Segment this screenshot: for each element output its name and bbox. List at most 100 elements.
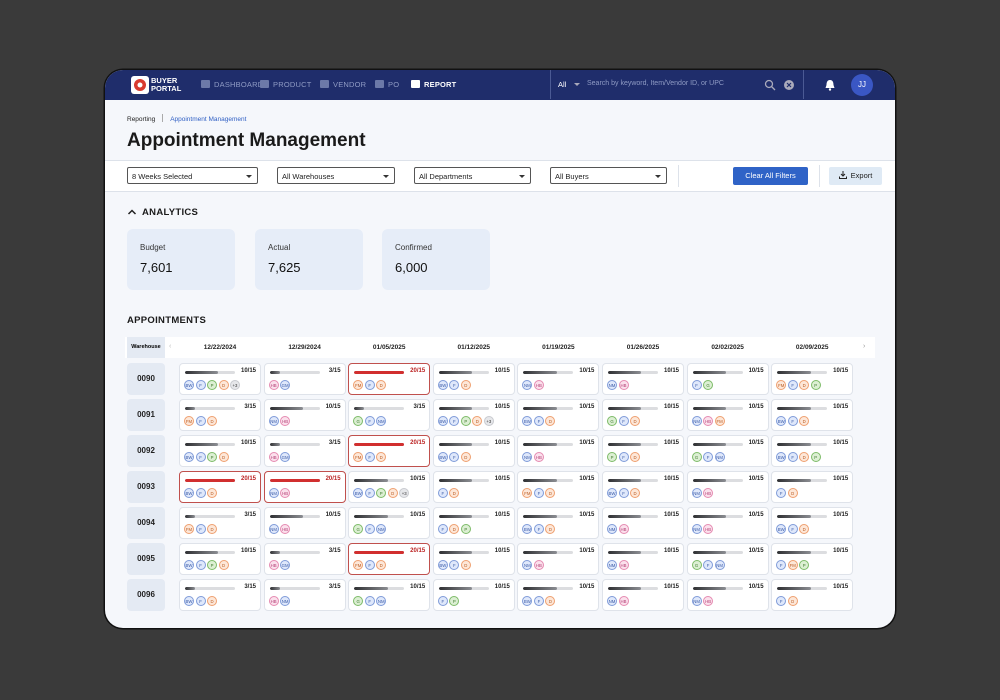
buyer-chip[interactable]: P — [460, 416, 471, 426]
buyer-chip[interactable]: F — [195, 416, 206, 426]
buyer-chip[interactable]: HB — [703, 416, 714, 426]
appointment-cell[interactable]: 10/15 P F D — [602, 435, 684, 467]
buyer-chip[interactable]: D — [460, 380, 471, 390]
buyer-chip[interactable]: P — [449, 596, 460, 606]
buyer-chip[interactable]: HB — [618, 524, 629, 534]
appointment-cell[interactable]: 20/15 BW F D — [179, 471, 261, 503]
appointment-cell[interactable]: 10/15 NM HB — [602, 579, 684, 611]
buyer-chip[interactable]: BW — [437, 452, 448, 462]
appointment-cell[interactable]: 10/15 NM HB FM — [686, 399, 769, 431]
appointment-cell[interactable]: 10/15 BW F D — [517, 579, 600, 611]
appointment-cell[interactable]: 10/15 BW F D — [602, 471, 684, 503]
bell-icon[interactable] — [824, 79, 836, 91]
appointment-cell[interactable]: 20/15 FM F D — [348, 363, 431, 395]
buyer-chip[interactable]: G — [691, 452, 702, 462]
buyer-chip[interactable]: NM — [268, 524, 279, 534]
buyer-chip[interactable]: F — [364, 596, 375, 606]
buyer-chip[interactable]: F — [533, 416, 544, 426]
buyer-chip[interactable]: BW — [184, 452, 194, 462]
export-button[interactable]: Export — [829, 167, 882, 185]
buyer-chip[interactable]: P — [460, 524, 471, 534]
buyer-chip[interactable]: P — [799, 560, 810, 570]
buyer-chip[interactable]: D — [545, 416, 556, 426]
appointment-cell[interactable]: 10/15 NM HB — [686, 579, 769, 611]
buyer-chip[interactable]: D — [207, 488, 217, 498]
buyer-chip[interactable]: D — [799, 452, 810, 462]
buyer-chip[interactable]: D — [545, 596, 556, 606]
buyer-chip[interactable]: F — [364, 524, 375, 534]
buyer-chip[interactable]: +3 — [399, 488, 410, 498]
buyer-chip[interactable]: F — [449, 560, 460, 570]
buyer-chip[interactable]: BW — [184, 596, 194, 606]
appointment-cell[interactable]: 10/15 BW F D — [432, 435, 515, 467]
buyer-chip[interactable]: F — [195, 380, 206, 390]
scroll-left[interactable]: ‹ — [169, 343, 172, 350]
buyer-chip[interactable]: D — [207, 416, 217, 426]
appointment-cell[interactable]: 10/15 FM F D — [517, 471, 600, 503]
buyer-chip[interactable]: HB — [618, 380, 629, 390]
breadcrumb-item[interactable]: Reporting — [127, 116, 156, 123]
buyer-chip[interactable]: D — [218, 452, 229, 462]
buyer-chip[interactable]: D — [449, 488, 460, 498]
buyer-chip[interactable]: F — [364, 560, 375, 570]
buyer-chip[interactable]: BW — [776, 452, 787, 462]
appointment-cell[interactable]: 10/15 BW F D — [771, 399, 854, 431]
appointment-cell[interactable]: 10/15 NM HB — [263, 399, 346, 431]
buyer-chip[interactable]: BW — [353, 488, 364, 498]
buyer-chip[interactable]: P — [207, 560, 217, 570]
nav-item[interactable]: PRODUCT — [260, 70, 311, 100]
buyer-chip[interactable]: F — [364, 416, 375, 426]
buyer-chip[interactable]: D — [799, 524, 810, 534]
appointment-cell[interactable]: 10/15 F D — [432, 471, 515, 503]
buyer-chip[interactable]: BW — [607, 488, 617, 498]
buyer-chip[interactable]: D — [218, 380, 229, 390]
buyer-chip[interactable]: NM — [376, 596, 387, 606]
buyer-chip[interactable]: D — [472, 416, 483, 426]
buyer-chip[interactable]: D — [376, 380, 387, 390]
buyer-chip[interactable]: HB — [280, 488, 291, 498]
buyer-chip[interactable]: F — [703, 560, 714, 570]
appointment-cell[interactable]: 10/15 F P — [432, 579, 515, 611]
buyer-chip[interactable]: FM — [714, 416, 725, 426]
buyer-chip[interactable]: BW — [522, 524, 533, 534]
buyer-chip[interactable]: NM — [280, 596, 291, 606]
buyer-chip[interactable]: NM — [376, 416, 387, 426]
buyer-chip[interactable]: NM — [268, 416, 279, 426]
appointment-cell[interactable]: 10/15 BW F D — [771, 507, 854, 539]
search-input[interactable]: Search by keyword, Item/Vendor ID, or UP… — [587, 80, 724, 87]
appointment-cell[interactable]: 3/15 HB NM — [263, 579, 346, 611]
buyer-chip[interactable]: BW — [776, 416, 787, 426]
buyer-chip[interactable]: FM — [353, 452, 364, 462]
buyer-chip[interactable]: NM — [714, 560, 725, 570]
buyer-chip[interactable]: GM — [280, 380, 291, 390]
buyer-chip[interactable]: BW — [522, 596, 533, 606]
buyer-chip[interactable]: D — [376, 452, 387, 462]
buyer-chip[interactable]: D — [630, 452, 640, 462]
filter-dropdown[interactable]: 8 Weeks Selected — [127, 167, 258, 184]
appointment-cell[interactable]: 20/15 FM F D — [348, 543, 431, 575]
appointment-cell[interactable]: 3/15 FM F D — [179, 399, 261, 431]
buyer-chip[interactable]: G — [353, 524, 364, 534]
buyer-chip[interactable]: F — [449, 416, 460, 426]
buyer-chip[interactable]: FM — [184, 524, 194, 534]
appointment-cell[interactable]: 3/15 FM F D — [179, 507, 261, 539]
avatar[interactable]: JJ — [851, 74, 873, 96]
buyer-chip[interactable]: HB — [280, 416, 291, 426]
appointment-cell[interactable]: 10/15 BW F D — [432, 363, 515, 395]
buyer-chip[interactable]: GM — [280, 452, 291, 462]
buyer-chip[interactable]: D — [449, 524, 460, 534]
buyer-chip[interactable]: +3 — [483, 416, 494, 426]
buyer-chip[interactable]: D — [787, 488, 798, 498]
buyer-chip[interactable]: D — [799, 380, 810, 390]
buyer-chip[interactable]: NM — [522, 560, 533, 570]
buyer-chip[interactable]: F — [195, 560, 206, 570]
buyer-chip[interactable]: F — [364, 452, 375, 462]
buyer-chip[interactable]: HB — [268, 560, 279, 570]
buyer-chip[interactable]: HB — [703, 524, 714, 534]
buyer-chip[interactable]: F — [364, 380, 375, 390]
appointment-cell[interactable]: 10/15 BW F D P — [771, 435, 854, 467]
clear-filters-button[interactable]: Clear All Filters — [733, 167, 808, 185]
buyer-chip[interactable]: NM — [607, 380, 617, 390]
buyer-chip[interactable]: BW — [437, 380, 448, 390]
buyer-chip[interactable]: NM — [691, 416, 702, 426]
